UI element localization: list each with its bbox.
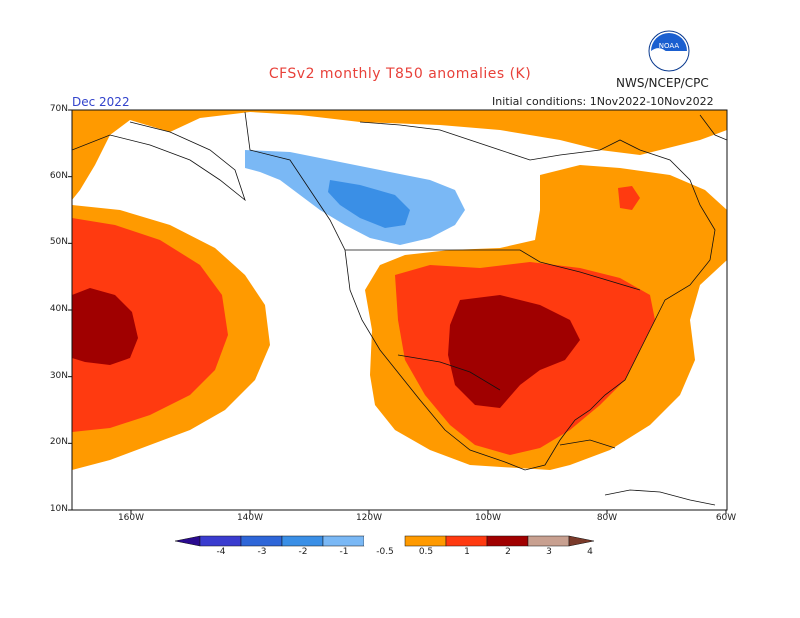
longitude-label: 160W (117, 513, 145, 523)
colorbar-label: -0.5 (376, 547, 394, 557)
latitude-label: 10N (49, 504, 68, 514)
latitude-label: 40N (49, 304, 68, 314)
anomaly-region-pacific-warm-3 (72, 288, 138, 365)
border-us-mexico (397, 354, 501, 391)
latitude-label: 70N (49, 104, 68, 114)
coastline-greenland (699, 114, 727, 141)
colorbar-label: -3 (257, 547, 267, 557)
lat-ticks (68, 109, 72, 511)
coastline-south-america (604, 489, 716, 506)
map-title: CFSv2 monthly T850 anomalies (K) (268, 66, 532, 82)
lon-ticks (130, 510, 727, 514)
colorbar-swatch (445, 535, 488, 547)
latitude-label: 20N (49, 437, 68, 448)
longitude-label: 140W (236, 513, 264, 523)
coastline-cuba (559, 439, 616, 449)
colorbar-label: 1 (464, 547, 470, 557)
colorbar-swatch (568, 535, 595, 547)
forecast-month: Dec 2022 (72, 95, 130, 109)
longitude-label: 80W (596, 513, 618, 523)
colorbar-swatch (364, 536, 405, 546)
colorbar-swatch (404, 535, 447, 547)
coastline-north-america (244, 111, 716, 471)
anomaly-region-canada-cold-core (328, 180, 410, 228)
latitude-label: 50N (49, 237, 68, 248)
colorbar-swatch (174, 535, 201, 547)
latitude-label: 30N (49, 370, 68, 381)
anomaly-region-pacific-warm-2 (72, 218, 228, 432)
coastline-alaska (72, 121, 246, 202)
colorbar-label: 0.5 (418, 547, 434, 557)
colorbar-swatch (322, 535, 365, 547)
anomaly-region-quebec-warm (618, 186, 640, 210)
colorbar-label: -1 (339, 547, 349, 557)
colorbar-swatch (199, 535, 242, 547)
colorbar-label: -2 (298, 547, 308, 557)
noaa-logo-text: NOAA (659, 42, 680, 50)
colorbar-swatch (486, 535, 529, 547)
colorbar-label: 3 (546, 547, 552, 557)
org-label: NWS/NCEP/CPC (616, 76, 709, 90)
colorbar-label: 2 (505, 547, 511, 557)
colorbar-swatch (240, 535, 283, 547)
border-us-canada (345, 249, 641, 291)
noaa-logo-icon: NOAA (648, 30, 690, 72)
initial-conditions: Initial conditions: 1Nov2022-10Nov2022 (492, 95, 714, 108)
longitude-label: 120W (355, 513, 383, 523)
anomaly-region-arctic (72, 110, 727, 200)
longitude-label: 60W (715, 513, 737, 523)
colorbar-swatch (281, 535, 324, 547)
colorbar-swatch (527, 535, 570, 547)
longitude-label: 100W (474, 513, 502, 523)
anomaly-region-us-warm-core (448, 295, 580, 408)
latitude-label: 60N (49, 170, 68, 181)
colorbar-label: 4 (587, 547, 593, 557)
colorbar-label: -4 (216, 547, 226, 557)
